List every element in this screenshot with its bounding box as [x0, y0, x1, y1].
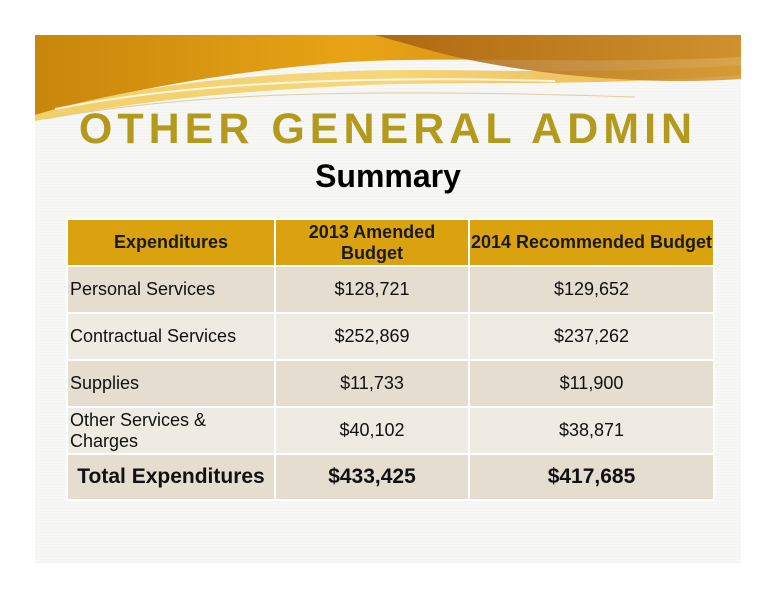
total-label: Total Expenditures: [66, 453, 276, 501]
banner-thin-line: [44, 92, 636, 120]
cell-2013-budget: $11,733: [274, 359, 470, 408]
cell-2014-budget: $11,900: [468, 359, 715, 408]
cell-2014-budget: $38,871: [468, 406, 715, 455]
row-label: Supplies: [66, 359, 276, 408]
table-row: Other Services & Charges $40,102 $38,871: [66, 406, 715, 455]
expenditures-table: Expenditures 2013 Amended Budget 2014 Re…: [66, 218, 715, 501]
header-expenditures: Expenditures: [66, 218, 276, 267]
banner-highlight-band: [35, 65, 741, 121]
table-header-row: Expenditures 2013 Amended Budget 2014 Re…: [66, 218, 715, 267]
slide: OTHER GENERAL ADMIN Summary Expenditures…: [35, 35, 741, 563]
slide-subtitle: Summary: [315, 158, 461, 194]
cell-2014-budget: $129,652: [468, 265, 715, 314]
row-label: Other Services & Charges: [66, 406, 276, 455]
banner-white-streak: [54, 78, 556, 110]
table-row: Supplies $11,733 $11,900: [66, 359, 715, 408]
row-label: Personal Services: [66, 265, 276, 314]
header-2014-recommended-budget: 2014 Recommended Budget: [468, 218, 715, 267]
header-2013-amended-budget: 2013 Amended Budget: [274, 218, 470, 267]
banner-right-swoosh: [375, 35, 741, 81]
cell-2013-budget: $128,721: [274, 265, 470, 314]
cell-2014-budget: $237,262: [468, 312, 715, 361]
decorative-gold-banner: [35, 35, 741, 121]
total-2013-budget: $433,425: [274, 453, 470, 501]
row-label: Contractual Services: [66, 312, 276, 361]
cell-2013-budget: $40,102: [274, 406, 470, 455]
total-2014-budget: $417,685: [468, 453, 715, 501]
table-row: Personal Services $128,721 $129,652: [66, 265, 715, 314]
total-row: Total Expenditures $433,425 $417,685: [66, 453, 715, 501]
slide-title: OTHER GENERAL ADMIN: [78, 105, 698, 153]
table-row: Contractual Services $252,869 $237,262: [66, 312, 715, 361]
cell-2013-budget: $252,869: [274, 312, 470, 361]
